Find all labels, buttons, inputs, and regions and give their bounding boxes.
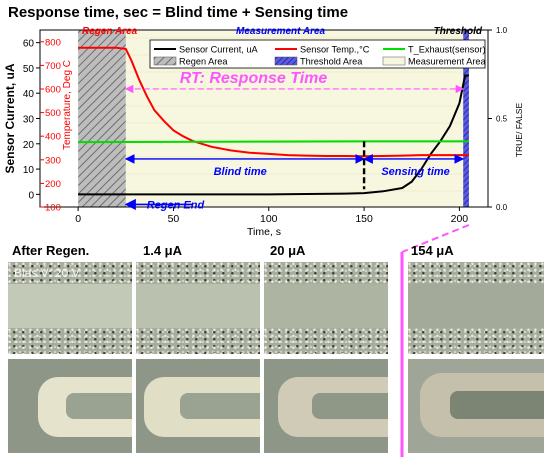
x-tick-label: 100 (260, 213, 278, 225)
y3-tick-label: 1.0 (496, 26, 508, 35)
regen-area-label: Regen Area (82, 26, 138, 37)
photo-20ua-top (264, 262, 388, 354)
y-tick-label: 30 (23, 115, 35, 126)
legend-label-4: Threshold Area (300, 57, 363, 67)
x-tick-label: 0 (75, 213, 81, 225)
response-time-label: RT: Response Time (180, 70, 328, 87)
figure-title: Response time, sec = Blind time + Sensin… (8, 4, 349, 21)
photo-1-4ua-top (136, 262, 260, 354)
y2-tick-label: 400 (45, 132, 61, 143)
y2-tick-label: 200 (45, 179, 61, 190)
bias-voltage-label: Bias V: 20 V (14, 266, 80, 280)
y-tick-label: 0 (28, 190, 34, 201)
y3-tick-label: 0.0 (496, 203, 508, 212)
series-t-exhaust-line (78, 140, 469, 144)
x-tick-label: 200 (451, 213, 469, 225)
legend-swatch-5 (382, 56, 406, 66)
regen-end-label: Regen End (147, 199, 205, 211)
y2-tick-label: 500 (45, 108, 61, 119)
legend-label-3: Regen Area (179, 57, 228, 67)
y-tick-label: 20 (23, 140, 35, 151)
x-tick-label: 50 (168, 213, 180, 225)
panel-title-after-regen: After Regen. (12, 243, 90, 258)
y-tick-label: 60 (23, 39, 35, 50)
y3-axis-label: TRUE/ FALSE (514, 103, 524, 158)
y2-tick-label: 300 (45, 155, 61, 166)
panel-title-20ua: 20 μA (270, 243, 306, 258)
photo-154ua-bottom (408, 359, 544, 453)
y3-tick-label: 0.5 (496, 115, 508, 124)
y2-axis-label: Temperature, Deg C (62, 60, 73, 150)
panel-title-154ua: 154 μA (411, 243, 454, 258)
y-tick-label: 10 (23, 165, 35, 176)
legend-label-5: Measurement Area (408, 57, 487, 67)
x-axis-label: Time, s (247, 226, 281, 238)
legend-label-2: T_Exhaust(sensor) (408, 45, 486, 55)
regen-area-region (78, 30, 126, 207)
y-axis-label: Sensor Current, uA (3, 63, 17, 173)
y2-tick-label: 600 (45, 85, 61, 96)
photo-1-4ua-bottom (136, 359, 260, 453)
photo-154ua-top (408, 262, 544, 354)
y2-tick-label: 700 (45, 61, 61, 72)
blind-time-label: Blind time (214, 166, 267, 178)
legend-label-0: Sensor Current, uA (179, 45, 259, 55)
y2-tick-label: 800 (45, 37, 61, 48)
legend-label-1: Sensor Temp.,°C (300, 45, 370, 55)
y-tick-label: 40 (23, 89, 35, 100)
sensing-time-label: Sensing time (381, 166, 449, 178)
y2-tick-label: 100 (45, 203, 61, 214)
threshold-label: Threshold (434, 26, 483, 37)
photo-connector-diagonal (401, 224, 470, 253)
photo-20ua-bottom (264, 359, 388, 453)
x-tick-label: 150 (355, 213, 373, 225)
legend-box (149, 39, 486, 69)
measurement-area-label: Measurement Area (236, 26, 326, 37)
threshold-area-region (463, 30, 469, 207)
panel-title-1-4ua: 1.4 μA (143, 243, 183, 258)
photo-after-regen-top: Bias V: 20 V (8, 262, 132, 354)
legend-swatch-4 (274, 56, 298, 66)
legend-swatch-3 (153, 56, 177, 66)
photo-after-regen-bottom (8, 359, 132, 453)
y-tick-label: 50 (23, 64, 35, 75)
series-sensor-current-line (78, 74, 469, 196)
